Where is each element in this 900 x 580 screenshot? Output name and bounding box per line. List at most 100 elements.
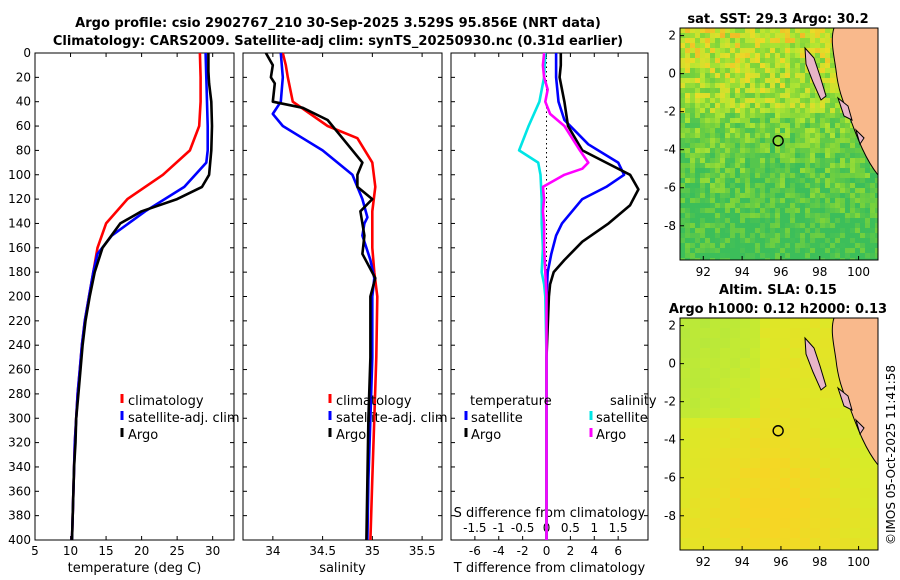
sst-cell (800, 203, 806, 209)
sst-cell (710, 128, 716, 134)
sst-cell (735, 253, 741, 259)
sst-cell (795, 183, 801, 189)
sst-cell (810, 248, 816, 254)
sst-cell (715, 33, 721, 39)
sst-cell (720, 68, 726, 74)
sst-cell (750, 38, 756, 44)
map-xtick-label: 98 (812, 555, 827, 569)
sst-cell (690, 88, 696, 94)
sst-cell (705, 248, 711, 254)
sla-cell (820, 388, 831, 399)
sla-cell (780, 328, 791, 339)
sst-cell (780, 243, 786, 249)
sst-cell (685, 183, 691, 189)
sst-cell (850, 173, 856, 179)
sst-cell (715, 238, 721, 244)
sst-cell (705, 193, 711, 199)
sst-cell (810, 193, 816, 199)
depth-tick-label: 360 (8, 484, 31, 498)
sst-cell (805, 33, 811, 39)
sst-cell (840, 218, 846, 224)
sst-cell (875, 223, 878, 229)
sst-cell (800, 58, 806, 64)
sst-cell (745, 33, 751, 39)
sst-cell (830, 138, 836, 144)
sst-cell (710, 83, 716, 89)
sst-cell (850, 208, 856, 214)
sst-cell (850, 258, 856, 260)
sst-cell (840, 233, 846, 239)
sst-cell (850, 248, 856, 254)
sst-cell (695, 138, 701, 144)
sst-cell (700, 208, 706, 214)
sst-cell (830, 198, 836, 204)
sst-cell (745, 233, 751, 239)
sst-cell (725, 158, 731, 164)
sst-cell (715, 88, 721, 94)
sst-cell (810, 138, 816, 144)
sst-cell (845, 243, 851, 249)
sst-cell (770, 73, 776, 79)
sst-cell (755, 168, 761, 174)
sst-cell (745, 238, 751, 244)
sst-cell (755, 173, 761, 179)
sst-cell (780, 183, 786, 189)
sst-cell (860, 173, 866, 179)
sla-cell (700, 418, 711, 429)
sst-cell (805, 118, 811, 124)
sst-cell (780, 48, 786, 54)
sst-cell (855, 218, 861, 224)
sst-cell (690, 153, 696, 159)
sla-cell (740, 418, 751, 429)
sst-cell (715, 213, 721, 219)
sst-cell (805, 163, 811, 169)
sst-cell (795, 173, 801, 179)
sla-cell (760, 538, 771, 549)
sst-cell (715, 133, 721, 139)
sst-cell (710, 223, 716, 229)
sst-cell (720, 173, 726, 179)
sst-cell (800, 118, 806, 124)
sst-cell (785, 93, 791, 99)
sst-cell (820, 43, 826, 49)
sst-cell (740, 258, 746, 260)
sst-cell (735, 113, 741, 119)
sst-cell (760, 238, 766, 244)
sla-cell (690, 328, 701, 339)
sla-cell (780, 408, 791, 419)
sla-cell (750, 418, 761, 429)
sst-cell (740, 173, 746, 179)
sst-cell (705, 153, 711, 159)
sst-cell (725, 133, 731, 139)
sst-cell (705, 168, 711, 174)
sla-cell (820, 428, 831, 439)
sst-cell (830, 238, 836, 244)
sst-cell (820, 33, 826, 39)
sla-cell (830, 518, 841, 529)
sla-cell (690, 388, 701, 399)
sst-cell (680, 158, 686, 164)
sst-cell (825, 83, 831, 89)
sst-cell (835, 88, 841, 94)
sst-cell (715, 43, 721, 49)
sst-cell (835, 203, 841, 209)
sst-cell (775, 118, 781, 124)
sst-cell (810, 183, 816, 189)
sst-cell (680, 183, 686, 189)
sst-cell (855, 203, 861, 209)
sla-cell (800, 358, 811, 369)
map-ytick-label: -2 (664, 105, 676, 119)
sla-cell (850, 448, 861, 459)
legend-title-temperature: temperature (470, 394, 552, 409)
sst-cell (730, 138, 736, 144)
sst-cell (815, 253, 821, 259)
sst-cell (800, 88, 806, 94)
sst-cell (865, 238, 871, 244)
sst-cell (865, 198, 871, 204)
sst-cell (695, 108, 701, 114)
sst-cell (705, 233, 711, 239)
sst-cell (685, 233, 691, 239)
sst-cell (690, 183, 696, 189)
sst-map-axes: 92 94 96 98 100-8-6-4-202 (664, 29, 870, 279)
